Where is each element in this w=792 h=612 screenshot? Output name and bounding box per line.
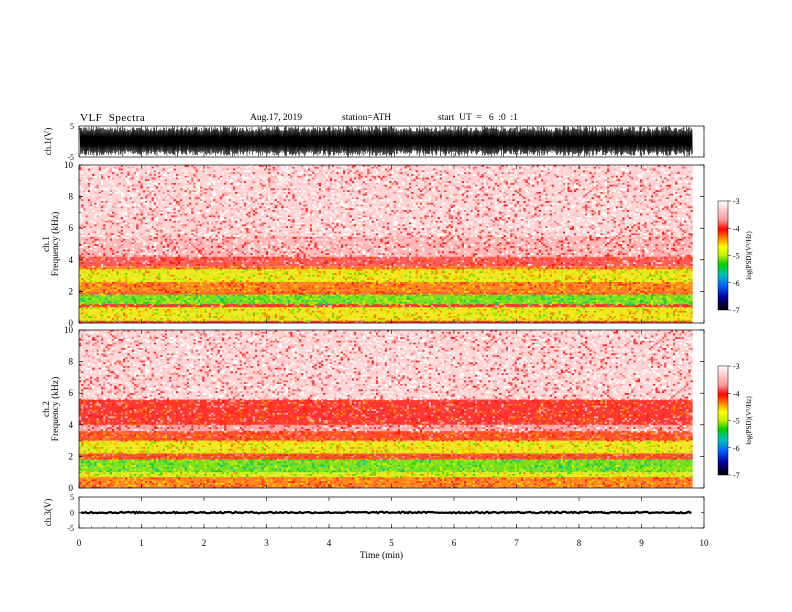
ch2-spectrum-ytick-label: 8 <box>69 357 74 367</box>
ch1-waveform-line <box>79 125 693 157</box>
ch2-spectrum-ytick-label: 4 <box>69 420 74 430</box>
figure-title: VLF Spectra <box>80 112 146 124</box>
ch2-spectrum-band <box>79 472 693 477</box>
x-tick-label: 0 <box>77 538 82 548</box>
x-tick-label: 9 <box>639 538 644 548</box>
x-tick-label: 10 <box>700 538 710 548</box>
ch1-ytick-label: 5 <box>70 122 74 131</box>
x-tick-label: 7 <box>514 538 519 548</box>
ch2-spectrum-colorbar-tick-label: -7 <box>733 471 740 480</box>
ch2-spectrum-colorbar-tick-label: -4 <box>733 389 740 398</box>
ch3-ytick-label: -5 <box>67 524 74 533</box>
ch1-spectrum-speckle-layer <box>79 165 693 324</box>
ch2-spectrum-speckle-layer <box>79 330 693 489</box>
ch1-spectrum-band <box>79 291 693 295</box>
ch2-spectrum-band <box>79 459 693 473</box>
ch3-ylabel: ch.3(V) <box>43 499 53 527</box>
ch1-spectrum-ylabel-line: ch.1 <box>42 236 52 252</box>
x-tick-label: 5 <box>389 538 394 548</box>
ch1-spectrum-ylabel-line: Frequency (kHz) <box>50 212 61 277</box>
ch2-spectrum-ytick-label: 2 <box>69 451 74 461</box>
ch1-spectrum-ytick-label: 8 <box>69 192 74 202</box>
ch2-spectrum-colorbar-tick-label: -6 <box>733 444 740 453</box>
x-tick-label: 2 <box>202 538 207 548</box>
ch2-spectrum-colorbar-label: log(PSD)(V²/Hz) <box>745 396 753 445</box>
ch2-spectrum-colorbar-tick-label: -5 <box>733 417 740 426</box>
x-tick-label: 6 <box>452 538 457 548</box>
ch1-ytick-label: -5 <box>67 153 74 162</box>
ch2-spectrum-ytick-label: 10 <box>64 325 74 335</box>
ch3-ytick-label: 0 <box>70 509 74 518</box>
ch1-spectrum-band <box>79 281 693 292</box>
ch1-spectrum-band <box>79 266 693 270</box>
ch2-spectrum-colorbar-tick-label: -3 <box>733 362 740 371</box>
ch1-spectrum-colorbar-tick-label: -3 <box>733 197 740 206</box>
ch1-spectrum-ytick-label: 4 <box>69 255 74 265</box>
ch2-spectrum-ylabel-line: ch.2 <box>42 401 52 417</box>
ch1-spectrum-colorbar-label: log(PSD)(V²/Hz) <box>745 231 753 280</box>
ch2-spectrum-ylabel-line: Frequency (kHz) <box>50 377 61 442</box>
ch1-spectrum-ytick-label: 0 <box>69 318 74 328</box>
ch1-spectrum-ytick-label: 2 <box>69 286 74 296</box>
ch2-spectrum-band <box>79 431 693 441</box>
ch3-signal-line <box>80 510 692 515</box>
ch2-spectrum-colorbar <box>717 365 729 476</box>
ch1-spectrum-ytick-label: 6 <box>69 223 74 233</box>
ch1-spectrum-ytick-label: 10 <box>64 160 74 170</box>
ch2-spectrum-no-data <box>692 330 704 488</box>
ch2-spectrum-band <box>79 476 693 488</box>
ch1-spectrum-colorbar-tick-label: -7 <box>733 306 740 315</box>
ch1-spectrum-no-data <box>692 165 704 323</box>
ch2-spectrum-ytick-label: 6 <box>69 388 74 398</box>
ch1-spectrum-colorbar-tick-label: -6 <box>733 279 740 288</box>
start-time-label: start UT = 6 :0 :1 <box>438 113 518 123</box>
ch1-spectrum-colorbar-tick-label: -5 <box>733 252 740 261</box>
ch1-ylabel: ch.1(V) <box>43 128 53 156</box>
ch1-spectrum-band <box>79 304 693 308</box>
ch3-ytick-label: 5 <box>70 493 74 502</box>
ch2-spectrum-ytick-label: 0 <box>69 483 74 493</box>
ch1-spectrum-colorbar <box>717 200 729 311</box>
x-tick-label: 1 <box>139 538 144 548</box>
x-tick-label: 8 <box>577 538 582 548</box>
date-label: Aug.17, 2019 <box>250 113 302 123</box>
x-axis-label: Time (min) <box>360 550 403 561</box>
station-label: station=ATH <box>342 113 392 123</box>
ch1-spectrum-colorbar-tick-label: -4 <box>733 224 740 233</box>
x-tick-label: 4 <box>327 538 332 548</box>
x-tick-label: 3 <box>264 538 269 548</box>
